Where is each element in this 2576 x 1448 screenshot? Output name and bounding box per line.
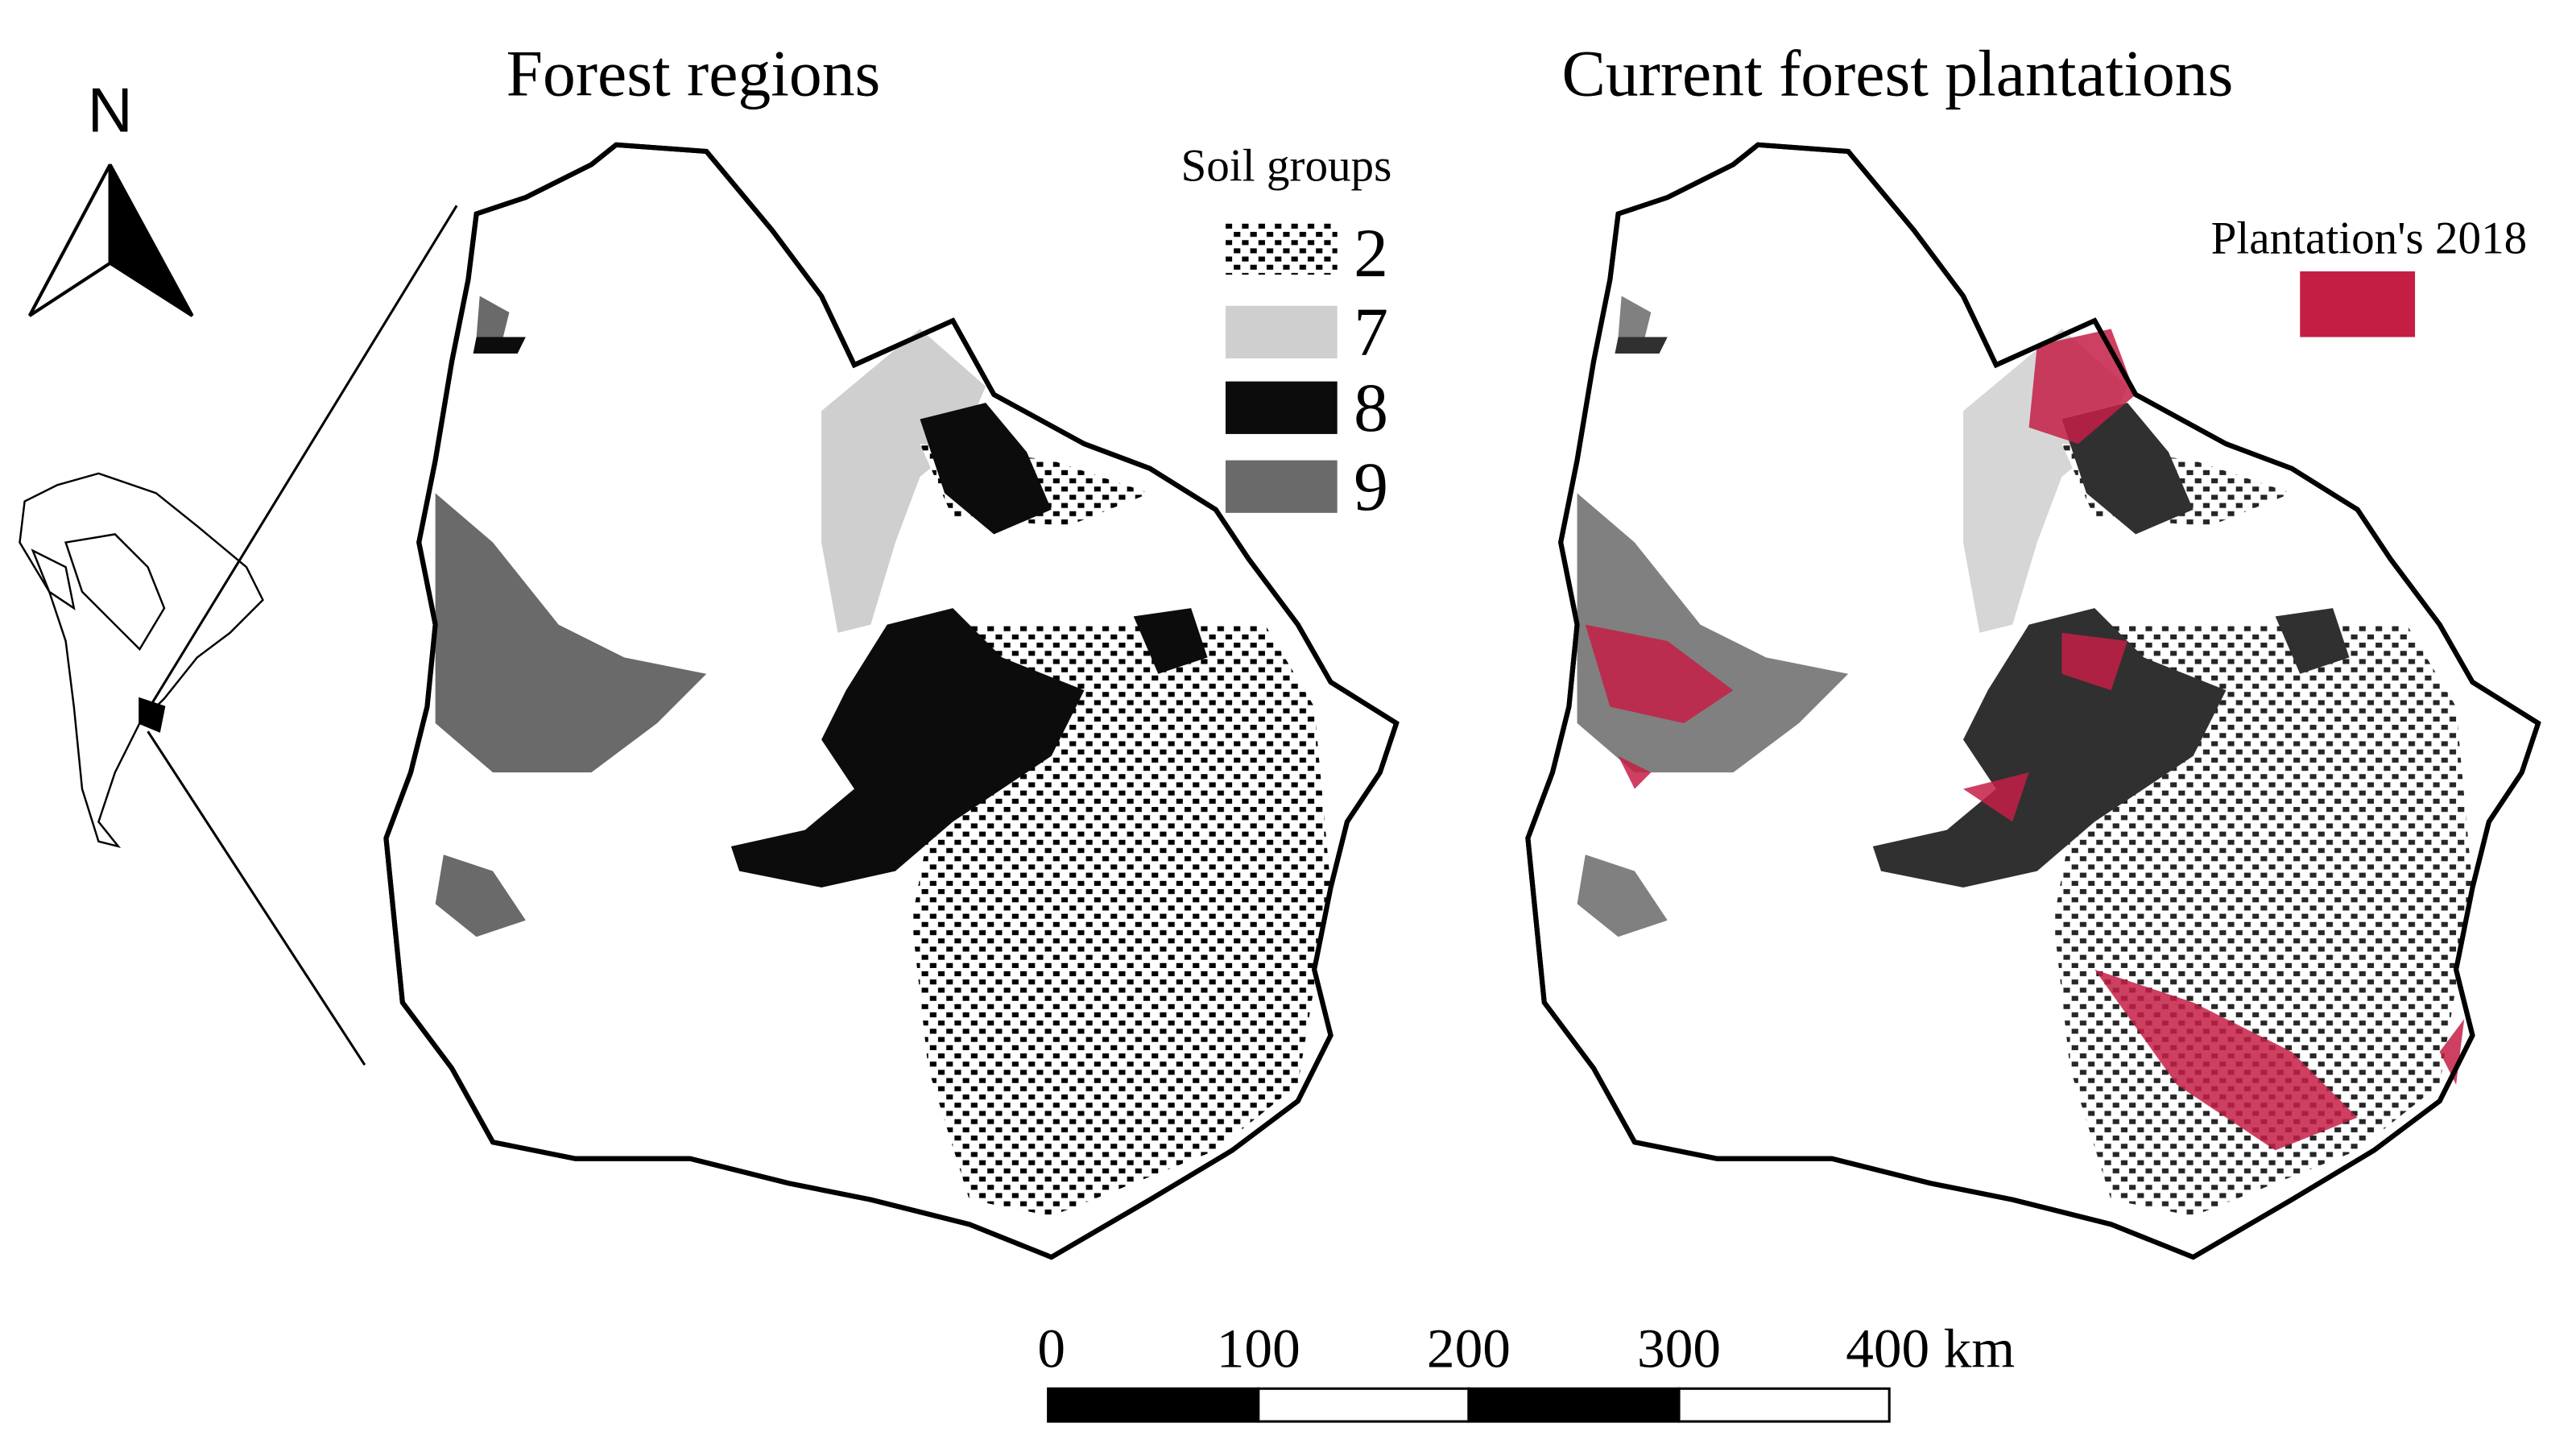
legend-label: 2 xyxy=(1354,215,1388,292)
legend: Soil groups 2 7 8 9 xyxy=(1181,141,1392,525)
legend-swatch xyxy=(2300,271,2416,337)
legend-swatch xyxy=(1225,221,1338,275)
scale-label: 100 xyxy=(1217,1318,1300,1380)
scale-label: 200 xyxy=(1427,1318,1511,1380)
legend-swatch xyxy=(1225,460,1338,513)
legend-label: 9 xyxy=(1354,449,1388,525)
legend-label: Plantation's 2018 xyxy=(2211,213,2528,263)
legend-label: 8 xyxy=(1354,370,1388,446)
map-title: Forest regions xyxy=(507,37,881,110)
map-current-plantations: Current forest plantations Plantation's … xyxy=(1528,37,2538,1257)
scale-label: 0 xyxy=(1037,1318,1065,1380)
map-title: Current forest plantations xyxy=(1561,37,2233,110)
zoom-line xyxy=(147,205,458,711)
legend: Plantation's 2018 xyxy=(2211,213,2528,337)
north-arrow: N xyxy=(27,77,194,317)
zoom-line xyxy=(147,730,366,1066)
legend-swatch xyxy=(1225,381,1338,434)
scale-label: 300 xyxy=(1637,1318,1721,1380)
legend-label: 7 xyxy=(1354,294,1388,370)
legend-title: Soil groups xyxy=(1181,141,1392,192)
scale-label: 400 km xyxy=(1846,1318,2015,1380)
legend-swatch xyxy=(1225,305,1338,359)
map-forest-regions: Forest regions Soil groups 2 7 8 9 xyxy=(386,37,1396,1257)
inset-map xyxy=(19,472,264,849)
scale-bar: 0 100 200 300 400 km xyxy=(1037,1318,2015,1423)
north-label: N xyxy=(88,77,133,146)
